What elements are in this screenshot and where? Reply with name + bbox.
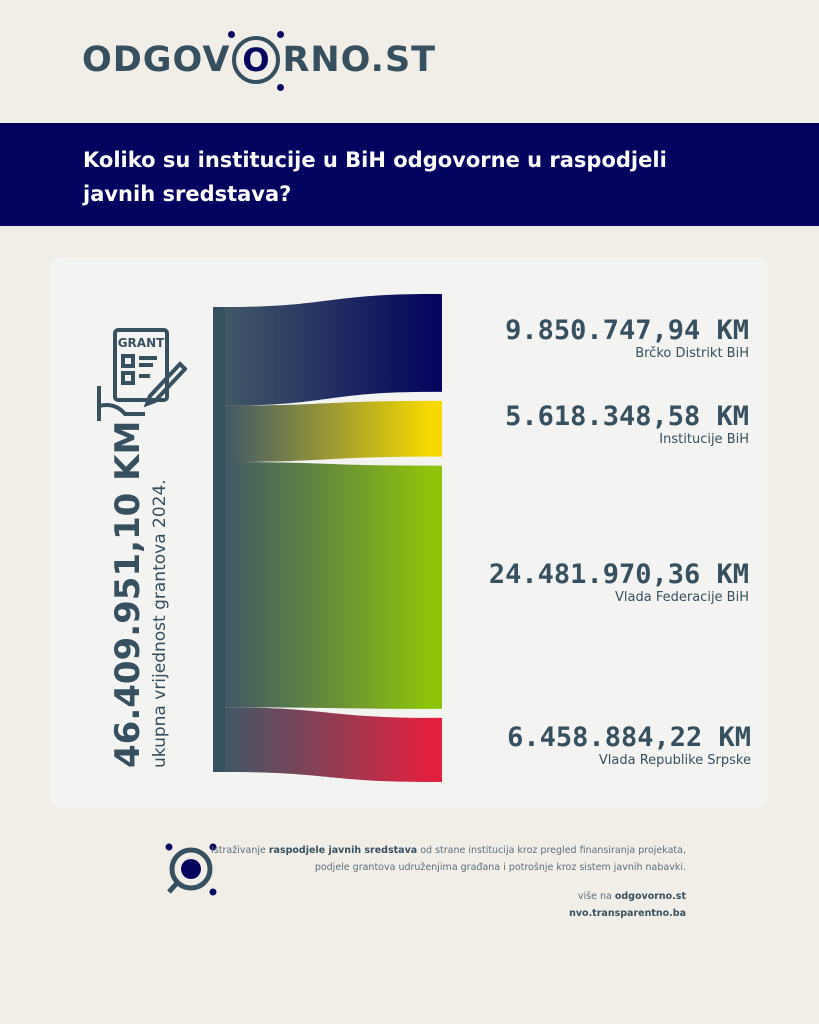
title-line: javnih sredstava? (83, 182, 292, 206)
category-label: Vlada Republike Srpske (598, 752, 751, 768)
sankey-node (430, 400, 442, 457)
value-label: 5.618.348,58 KM (505, 400, 749, 432)
logo-text: ODGOV (82, 40, 231, 80)
title-banner: Koliko su institucije u BiH odgovorne u … (0, 123, 819, 226)
sankey-node (430, 294, 442, 392)
logo: ODGOV O RNO.ST (82, 30, 437, 91)
title-line: Koliko su institucije u BiH odgovorne u … (83, 148, 667, 172)
sankey-flow (225, 707, 430, 782)
category-label: Vlada Federacije BiH (615, 590, 749, 606)
sankey-node (430, 717, 442, 782)
link-odgovorno[interactable]: odgovorno.st (614, 891, 686, 902)
value-label: 6.458.884,22 KM (507, 721, 751, 753)
sankey-node (430, 465, 442, 709)
value-label: 24.481.970,36 KM (488, 559, 749, 591)
value-label: 9.850.747,94 KM (505, 314, 749, 346)
sankey-label: 5.618.348,58 KM Institucije BiH (505, 401, 749, 447)
category-label: Brčko Distrikt BiH (635, 345, 749, 361)
grant-icon: GRANT (97, 328, 187, 421)
category-label: Institucije BiH (659, 431, 749, 447)
sankey-label: 6.458.884,22 KM Vlada Republike Srpske (507, 722, 751, 768)
footer-logo-icon (165, 843, 217, 896)
link-transparentno[interactable]: nvo.transparentno.ba (569, 908, 686, 919)
sankey-flow (225, 400, 430, 462)
sankey-flow (225, 294, 430, 406)
logo-text: RNO.ST (282, 40, 437, 80)
sankey-source-node (213, 307, 225, 772)
sankey-label: 24.481.970,36 KM Vlada Federacije BiH (489, 559, 749, 605)
logo-magnifier-icon: O (228, 31, 285, 91)
sankey-flow (225, 461, 430, 709)
sankey-label: 9.850.747,94 KM Brčko Distrikt BiH (505, 315, 749, 361)
svg-text:GRANT: GRANT (118, 336, 165, 350)
footer-text: Istraživanje raspodjele javnih sredstava… (211, 845, 686, 919)
